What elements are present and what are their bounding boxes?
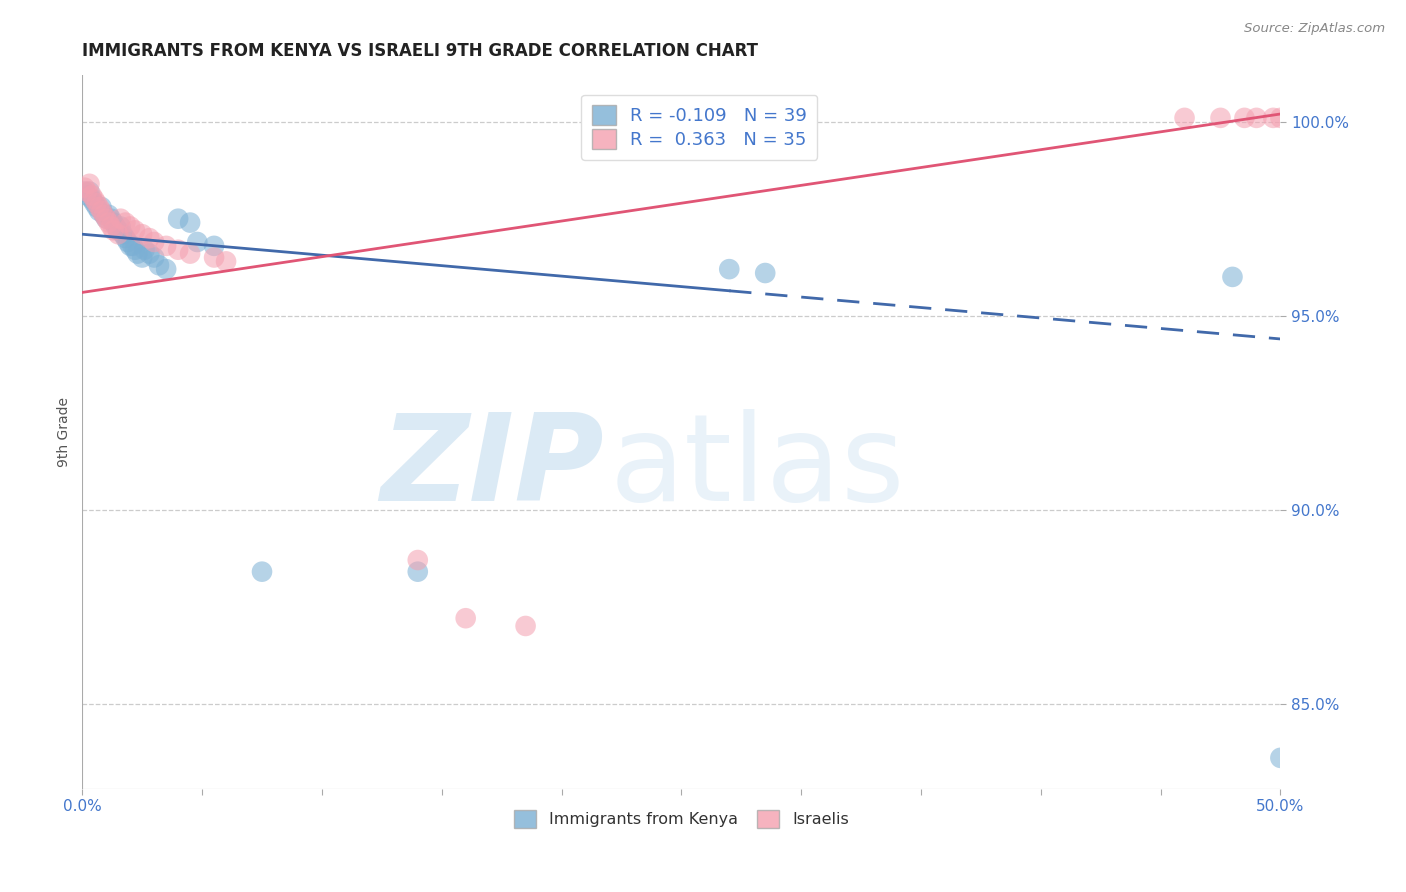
Point [179, 246, 201, 260]
Point [117, 235, 139, 249]
Point [406, 553, 429, 567]
Point [87, 200, 110, 214]
Point [79, 185, 101, 199]
Point [155, 262, 177, 277]
Point [96, 211, 118, 226]
Point [250, 565, 273, 579]
Point [138, 231, 160, 245]
Point [97, 216, 120, 230]
Y-axis label: 9th Grade: 9th Grade [58, 397, 72, 467]
Point [86, 196, 108, 211]
Point [186, 235, 208, 249]
Point [167, 243, 190, 257]
Point [143, 235, 166, 249]
Point [1209, 111, 1232, 125]
Point [1270, 751, 1292, 765]
Point [131, 251, 153, 265]
Point [107, 227, 129, 242]
Point [100, 211, 122, 226]
Text: Source: ZipAtlas.com: Source: ZipAtlas.com [1244, 22, 1385, 36]
Point [73, 185, 96, 199]
Point [1270, 111, 1292, 125]
Point [103, 216, 125, 230]
Point [83, 192, 105, 206]
Point [1246, 111, 1268, 125]
Point [143, 251, 166, 265]
Point [202, 251, 225, 265]
Point [103, 223, 125, 237]
Point [79, 177, 101, 191]
Point [107, 223, 129, 237]
Point [110, 211, 132, 226]
Point [515, 619, 537, 633]
Point [120, 239, 142, 253]
Point [93, 208, 115, 222]
Text: ZIP: ZIP [380, 409, 603, 526]
Point [120, 219, 142, 234]
Point [155, 239, 177, 253]
Point [100, 219, 122, 234]
Point [121, 239, 143, 253]
Point [76, 188, 98, 202]
Point [754, 266, 776, 280]
Legend: Immigrants from Kenya, Israelis: Immigrants from Kenya, Israelis [508, 803, 855, 834]
Point [83, 196, 105, 211]
Point [76, 185, 98, 199]
Point [148, 258, 170, 272]
Point [86, 200, 108, 214]
Point [127, 246, 149, 260]
Point [179, 216, 201, 230]
Point [80, 188, 103, 202]
Point [90, 203, 112, 218]
Point [1263, 111, 1285, 125]
Point [167, 211, 190, 226]
Point [124, 243, 146, 257]
Point [87, 203, 110, 218]
Point [73, 180, 96, 194]
Text: IMMIGRANTS FROM KENYA VS ISRAELI 9TH GRADE CORRELATION CHART: IMMIGRANTS FROM KENYA VS ISRAELI 9TH GRA… [83, 42, 758, 60]
Point [90, 200, 112, 214]
Point [112, 227, 135, 242]
Point [202, 239, 225, 253]
Point [114, 231, 136, 245]
Point [93, 208, 115, 222]
Point [1222, 269, 1244, 284]
Point [114, 216, 136, 230]
Point [718, 262, 741, 277]
Point [104, 219, 127, 234]
Point [124, 223, 146, 237]
Point [406, 565, 429, 579]
Point [1233, 111, 1256, 125]
Point [131, 227, 153, 242]
Point [138, 246, 160, 260]
Point [215, 254, 238, 268]
Point [110, 219, 132, 234]
Text: atlas: atlas [609, 409, 905, 526]
Point [96, 211, 118, 226]
Point [97, 208, 120, 222]
Point [1173, 111, 1195, 125]
Point [454, 611, 477, 625]
Point [134, 243, 156, 257]
Point [80, 192, 103, 206]
